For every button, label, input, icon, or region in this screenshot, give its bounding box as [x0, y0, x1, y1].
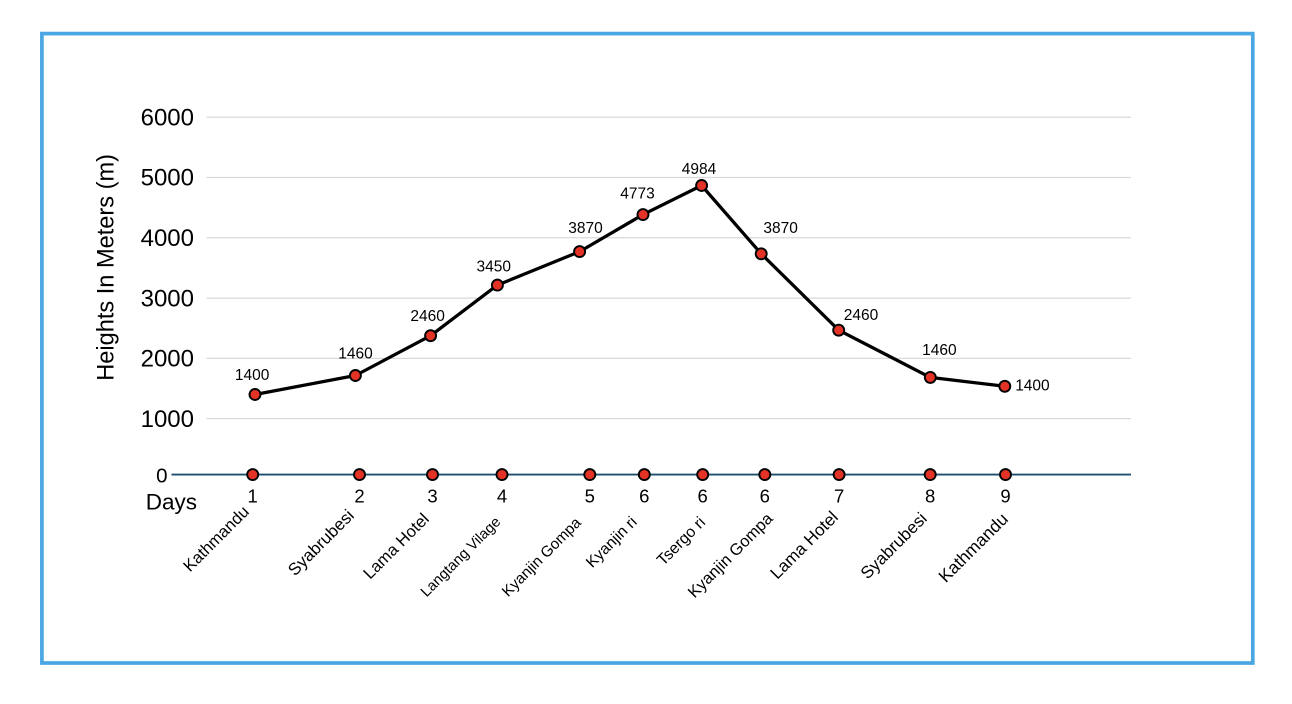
svg-text:5000: 5000: [141, 165, 194, 192]
svg-text:Heights In Meters (m): Heights In Meters (m): [94, 154, 120, 381]
svg-text:6: 6: [698, 485, 708, 506]
svg-text:Syabrubesi: Syabrubesi: [857, 509, 931, 583]
svg-text:3870: 3870: [763, 220, 798, 237]
svg-text:Kyanjin Gompa: Kyanjin Gompa: [499, 514, 585, 600]
svg-text:1460: 1460: [338, 346, 373, 363]
svg-text:4984: 4984: [682, 161, 717, 178]
svg-text:2460: 2460: [410, 308, 445, 325]
svg-text:6000: 6000: [141, 105, 194, 132]
svg-text:4000: 4000: [141, 225, 194, 252]
svg-text:3000: 3000: [141, 285, 194, 312]
svg-text:4: 4: [497, 485, 507, 506]
svg-text:3870: 3870: [568, 220, 603, 237]
svg-text:6: 6: [639, 485, 649, 506]
svg-text:Langtang Vilage: Langtang Vilage: [418, 514, 504, 600]
svg-text:Kyanjin ri: Kyanjin ri: [583, 514, 641, 572]
svg-text:1400: 1400: [235, 367, 270, 384]
svg-text:1: 1: [248, 485, 258, 506]
svg-text:6: 6: [760, 485, 770, 506]
svg-text:Kathmandu: Kathmandu: [934, 509, 1011, 586]
svg-text:9: 9: [1000, 485, 1010, 506]
svg-text:4773: 4773: [620, 186, 654, 203]
svg-text:Lama Hotel: Lama Hotel: [767, 508, 842, 583]
svg-text:7: 7: [834, 485, 844, 506]
svg-text:3450: 3450: [476, 259, 511, 276]
svg-text:1460: 1460: [922, 342, 957, 359]
svg-text:0: 0: [156, 465, 167, 488]
svg-text:1000: 1000: [141, 406, 194, 433]
svg-text:8: 8: [925, 485, 935, 506]
svg-text:Tsergo ri: Tsergo ri: [654, 514, 709, 569]
svg-text:Lama Hotel: Lama Hotel: [359, 509, 432, 582]
svg-text:Days: Days: [146, 490, 197, 515]
svg-text:5: 5: [585, 485, 595, 506]
svg-text:2460: 2460: [844, 307, 879, 324]
svg-text:2000: 2000: [141, 346, 194, 373]
svg-text:Syabrubesi: Syabrubesi: [284, 506, 358, 580]
svg-text:1400: 1400: [1015, 378, 1050, 395]
svg-text:2: 2: [354, 485, 364, 506]
svg-text:3: 3: [427, 485, 437, 506]
